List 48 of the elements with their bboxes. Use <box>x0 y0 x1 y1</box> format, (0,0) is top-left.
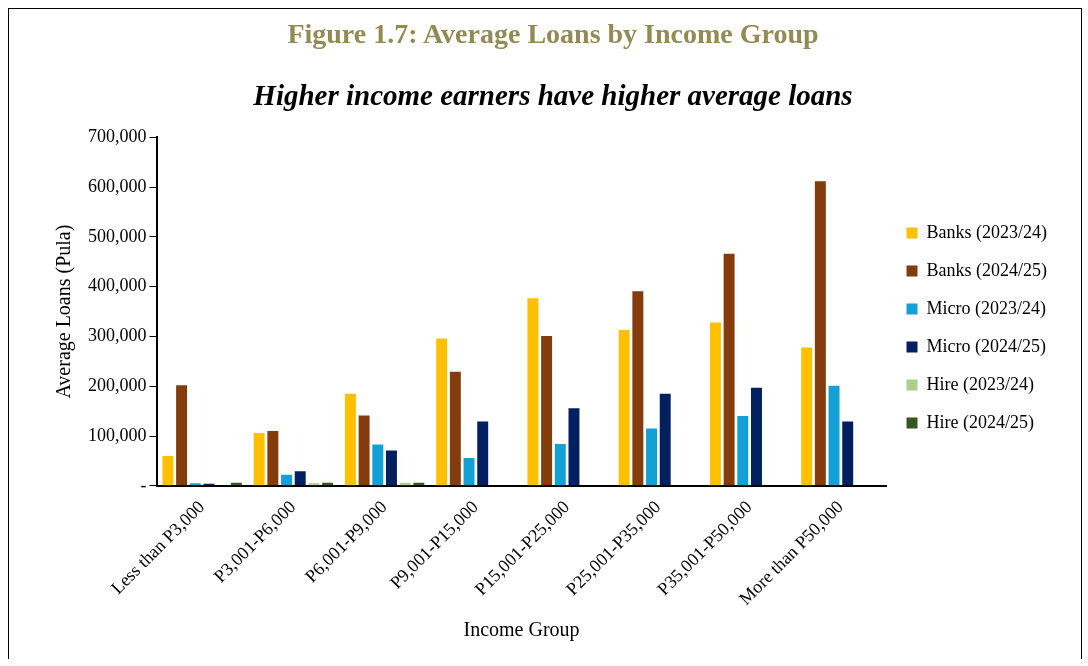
bar <box>646 428 658 486</box>
bar <box>386 450 397 486</box>
bar <box>632 291 644 486</box>
y-axis-title: Average Loans (Pula) <box>52 224 76 399</box>
bar <box>801 347 813 486</box>
bar <box>751 387 762 486</box>
bar <box>436 338 448 486</box>
bar <box>814 181 826 486</box>
bar <box>554 443 566 486</box>
y-tick-label: - <box>140 474 147 495</box>
legend-label: Banks (2023/24) <box>926 221 1048 243</box>
x-axis-title: Income Group <box>463 618 580 642</box>
bar <box>659 393 671 486</box>
bar <box>162 455 174 486</box>
bar <box>618 330 630 486</box>
bar <box>477 421 489 486</box>
bar <box>723 253 735 486</box>
bar <box>828 385 840 486</box>
bar <box>568 408 580 486</box>
chart-subtitle: Higher income earners have higher average loans <box>252 79 853 112</box>
bar <box>463 457 475 486</box>
bar <box>267 431 279 486</box>
legend-label: Hire (2024/25) <box>926 411 1034 433</box>
bar <box>842 421 854 486</box>
bar <box>372 444 384 486</box>
bar <box>709 322 721 486</box>
y-tick-label: 100,000 <box>88 424 147 445</box>
bar <box>176 385 188 486</box>
legend-label: Banks (2024/25) <box>926 259 1048 281</box>
bar <box>281 474 293 486</box>
y-tick-label: 500,000 <box>88 225 147 246</box>
bar <box>358 415 370 486</box>
y-tick-label: 200,000 <box>88 374 147 395</box>
bar <box>737 416 749 486</box>
chart-title: Figure 1.7: Average Loans by Income Group <box>287 18 819 50</box>
y-tick-label: 700,000 <box>88 126 147 147</box>
bar <box>344 393 356 486</box>
legend-label: Hire (2023/24) <box>926 373 1034 395</box>
bar <box>541 335 553 486</box>
bar <box>253 433 265 486</box>
bar <box>527 298 539 486</box>
y-tick-label: 600,000 <box>88 175 147 196</box>
y-tick-label: 400,000 <box>88 275 147 296</box>
legend-label: Micro (2024/25) <box>926 335 1046 357</box>
bar <box>294 471 306 486</box>
y-tick-label: 300,000 <box>88 325 147 346</box>
legend-label: Micro (2023/24) <box>926 297 1046 319</box>
bar <box>449 371 461 486</box>
